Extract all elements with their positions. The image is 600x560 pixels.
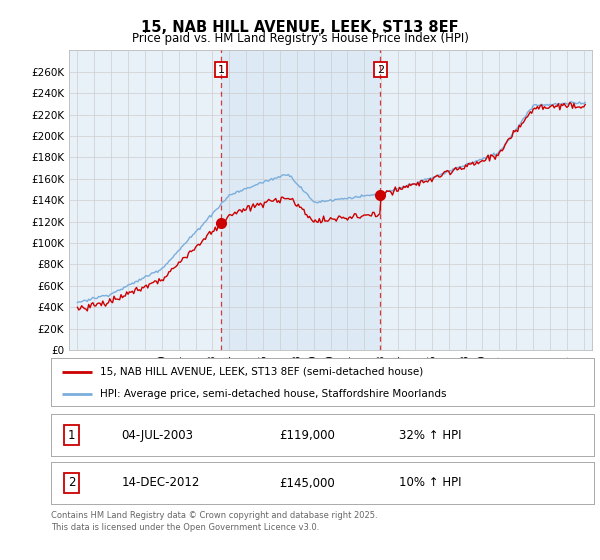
Text: £119,000: £119,000 <box>279 429 335 442</box>
Text: 04-JUL-2003: 04-JUL-2003 <box>122 429 194 442</box>
Text: Price paid vs. HM Land Registry's House Price Index (HPI): Price paid vs. HM Land Registry's House … <box>131 32 469 45</box>
Text: 1: 1 <box>217 64 224 74</box>
Text: Contains HM Land Registry data © Crown copyright and database right 2025.
This d: Contains HM Land Registry data © Crown c… <box>51 511 377 532</box>
Text: 2: 2 <box>377 64 384 74</box>
Text: 14-DEC-2012: 14-DEC-2012 <box>122 477 200 489</box>
Text: 32% ↑ HPI: 32% ↑ HPI <box>398 429 461 442</box>
Text: 10% ↑ HPI: 10% ↑ HPI <box>398 477 461 489</box>
Text: £145,000: £145,000 <box>279 477 335 489</box>
Text: 15, NAB HILL AVENUE, LEEK, ST13 8EF (semi-detached house): 15, NAB HILL AVENUE, LEEK, ST13 8EF (sem… <box>100 367 423 377</box>
Text: 1: 1 <box>68 429 76 442</box>
Text: 2: 2 <box>68 477 76 489</box>
Bar <box>221 50 380 350</box>
Text: 15, NAB HILL AVENUE, LEEK, ST13 8EF: 15, NAB HILL AVENUE, LEEK, ST13 8EF <box>141 20 459 35</box>
Text: HPI: Average price, semi-detached house, Staffordshire Moorlands: HPI: Average price, semi-detached house,… <box>100 389 446 399</box>
